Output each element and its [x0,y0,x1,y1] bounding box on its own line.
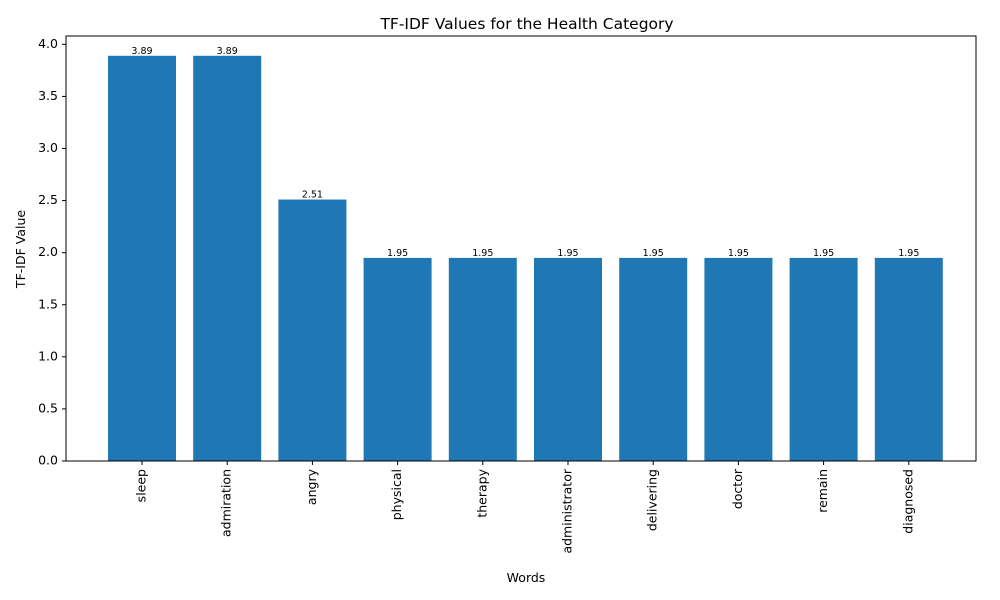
y-tick-label: 4.0 [38,36,58,51]
chart-title: TF-IDF Values for the Health Category [379,15,673,33]
x-tick-label: remain [815,469,830,513]
bar-sleep [108,55,176,461]
x-tick-label: therapy [474,468,489,517]
value-label: 1.95 [813,248,834,259]
value-label: 1.95 [557,248,578,259]
y-tick-label: 0.0 [38,453,58,468]
x-tick-label: doctor [730,468,745,509]
x-tick-label: sleep [134,469,149,502]
value-label: 1.95 [728,248,749,259]
y-tick-label: 3.5 [38,88,58,103]
value-label: 1.95 [472,248,493,259]
bar-admiration [193,55,262,461]
y-tick-label: 0.5 [38,400,58,415]
bar-angry [278,199,347,462]
y-tick-label: 2.5 [38,192,58,207]
bar-delivering [619,257,688,462]
bar-physical [363,257,432,462]
x-tick-label: administrator [560,468,575,553]
value-labels-group: 3.89 3.89 2.51 1.95 1.95 1.95 1.95 1.95 1.95 1.95 [131,46,919,259]
value-label: 3.89 [217,46,238,57]
bar-administrator [534,257,602,462]
bars-group [108,55,943,462]
y-tick-label: 1.0 [38,348,58,363]
y-tick-label: 1.5 [38,296,58,311]
y-axis-ticks: 0.0 0.5 1.0 1.5 2.0 2.5 3.0 3.5 4.0 [38,36,66,468]
value-label: 3.89 [131,46,152,57]
bar-doctor [704,257,773,462]
bar-therapy [448,257,517,462]
value-label: 2.51 [302,190,323,201]
value-label: 1.95 [643,248,664,259]
x-axis-label: Words [507,570,546,585]
x-tick-label: physical [389,469,404,520]
x-axis-ticks: sleep admiration angry physical therapy admin… [134,461,915,554]
x-tick-label: diagnosed [900,469,915,534]
y-axis-label: TF-IDF Value [13,210,28,289]
value-label: 1.95 [898,248,919,259]
plot-frame [65,35,977,462]
x-tick-label: delivering [645,469,660,531]
y-tick-label: 3.0 [38,140,58,155]
bar-remain [789,257,858,462]
x-tick-label: admiration [219,469,234,537]
y-tick-label: 2.0 [38,244,58,259]
value-label: 1.95 [387,248,408,259]
x-tick-label: angry [304,468,319,505]
bar-diagnosed [874,257,943,462]
